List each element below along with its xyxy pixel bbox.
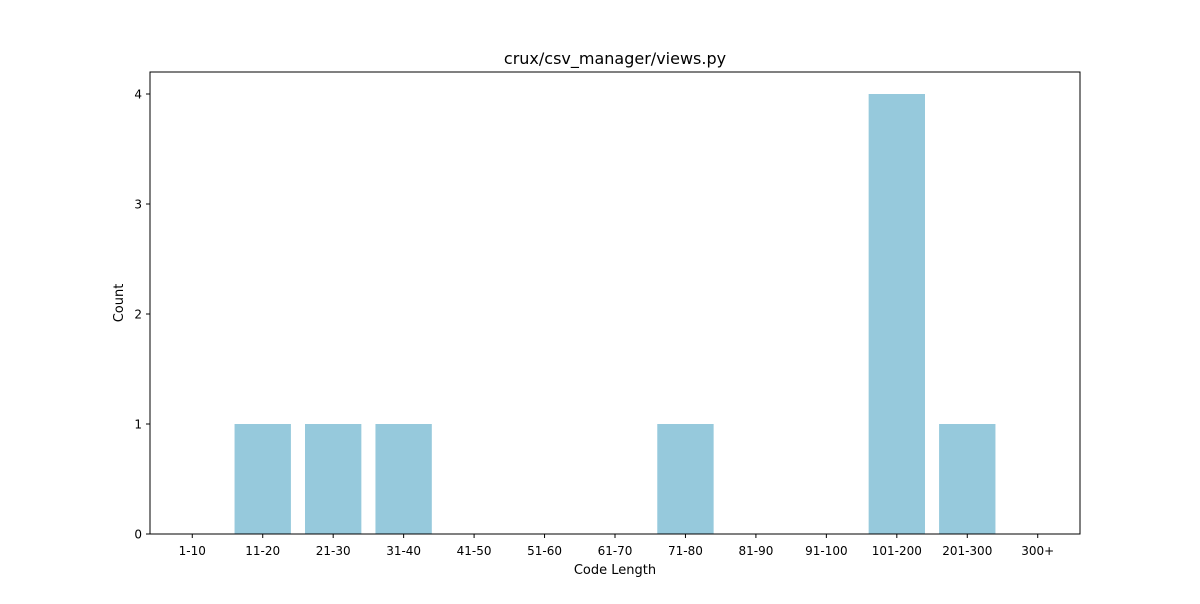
bar-31-40 bbox=[375, 424, 432, 534]
chart-title: crux/csv_manager/views.py bbox=[504, 49, 726, 69]
y-axis-ticks: 0 1 2 3 4 bbox=[134, 88, 150, 542]
x-tick-label: 21-30 bbox=[316, 544, 351, 558]
x-tick-label: 41-50 bbox=[457, 544, 492, 558]
x-tick-label: 91-100 bbox=[805, 544, 848, 558]
x-tick-label: 31-40 bbox=[386, 544, 421, 558]
y-tick-label: 3 bbox=[134, 198, 142, 212]
x-tick-label: 11-20 bbox=[245, 544, 280, 558]
bar-101-200 bbox=[868, 94, 925, 534]
x-tick-label: 101-200 bbox=[872, 544, 922, 558]
y-tick-label: 2 bbox=[134, 308, 142, 322]
x-tick-label: 61-70 bbox=[598, 544, 633, 558]
x-tick-label: 81-90 bbox=[738, 544, 773, 558]
y-axis-label: Count bbox=[112, 284, 127, 323]
bar-11-20 bbox=[234, 424, 291, 534]
bars bbox=[234, 94, 996, 534]
x-axis-ticks: 1-10 11-20 21-30 31-40 41-50 51-60 61-70 71-80 8… bbox=[179, 534, 1054, 558]
x-axis-label: Code Length bbox=[574, 563, 656, 578]
plot-area-frame bbox=[149, 71, 1081, 535]
bar-21-30 bbox=[305, 424, 362, 534]
x-tick-label: 71-80 bbox=[668, 544, 703, 558]
y-tick-label: 4 bbox=[134, 88, 142, 102]
x-tick-label: 300+ bbox=[1021, 544, 1054, 558]
x-tick-label: 51-60 bbox=[527, 544, 562, 558]
bar-71-80 bbox=[657, 424, 714, 534]
x-tick-label: 201-300 bbox=[942, 544, 992, 558]
y-tick-label: 0 bbox=[134, 528, 142, 542]
bar-201-300 bbox=[939, 424, 996, 534]
y-tick-label: 1 bbox=[134, 418, 142, 432]
x-tick-label: 1-10 bbox=[179, 544, 206, 558]
